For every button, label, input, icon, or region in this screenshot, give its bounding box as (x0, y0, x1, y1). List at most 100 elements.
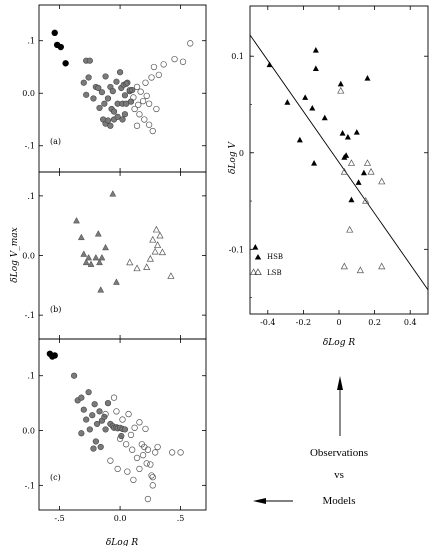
point-open-circle-2-10 (133, 454, 141, 462)
point-filled-grey-circle-1-35 (119, 116, 126, 123)
left-y-axis-title: δLog V_max (10, 227, 20, 282)
point-open-circle-2-4 (119, 416, 126, 423)
point-open-circle-2-17 (144, 446, 152, 453)
point-filled-grey-circle-1-1 (86, 57, 93, 64)
point-open-triangle-1-1 (340, 167, 348, 175)
panel-a-ticks: .1 0.0 -.1 (22, 5, 206, 172)
point-filled-grey-circle-1-23 (121, 426, 129, 433)
panel-a-label: (a) (50, 137, 61, 146)
point-open-triangle-1-0 (337, 86, 345, 94)
point-open-circle-2-24 (124, 468, 131, 475)
point-filled-grey-circle-1-12 (104, 95, 112, 102)
point-filled-grey-triangle-0-9 (97, 286, 105, 293)
panel-c-ticks: .1 0.0 -.1 -.5 0.0 .5 (22, 339, 206, 523)
panel-a: .1 0.0 -.1 (a) (22, 4, 207, 173)
point-open-circle-2-18 (147, 461, 154, 468)
point-open-circle-2-4 (135, 101, 142, 108)
point-filled-black-circle-0-2 (51, 352, 58, 359)
point-open-circle-2-22 (133, 122, 141, 129)
point-open-circle-2-10 (148, 74, 155, 81)
point-filled-grey-circle-1-32 (107, 122, 114, 129)
panel-c: .1 0.0 -.1 -.5 0.0 .5 (c) (22, 338, 207, 523)
point-filled-grey-circle-1-6 (86, 426, 93, 433)
point-filled-grey-circle-1-8 (91, 401, 98, 408)
point-filled-black-circle-0-2 (57, 43, 64, 51)
point-filled-black-circle-0-3 (62, 60, 69, 67)
point-filled-grey-circle-1-0 (70, 372, 78, 379)
point-open-circle-2-23 (155, 71, 162, 78)
point-open-triangle-1-10 (167, 272, 175, 279)
left-x-axis-title: δLog R (106, 538, 138, 546)
point-filled-grey-circle-1-23 (121, 92, 129, 99)
point-filled-black-triangle-0-18 (355, 179, 362, 185)
point-filled-grey-circle-1-25 (97, 443, 104, 451)
y-tick-label: -.1 (25, 481, 35, 490)
y-tick-label: 0.0 (22, 89, 35, 98)
point-filled-grey-circle-1-24 (90, 445, 97, 452)
point-open-circle-2-15 (145, 121, 153, 128)
point-open-circle-2-1 (110, 394, 118, 401)
panel-a-marks (51, 29, 194, 135)
point-filled-black-triangle-0-1 (312, 47, 319, 53)
point-open-circle-2-16 (143, 460, 150, 467)
panel-c-frame (38, 338, 207, 511)
point-filled-black-triangle-0-12 (344, 133, 351, 140)
point-filled-grey-triangle-0-8 (96, 258, 103, 266)
legend: HSB LSB (254, 253, 283, 277)
point-filled-grey-circle-1-3 (80, 406, 87, 413)
x-tick-label: -0.4 (260, 318, 275, 327)
panel-b-marks (73, 190, 175, 293)
point-filled-black-triangle-0-17 (360, 169, 367, 176)
panel-b-label: (b) (50, 305, 61, 314)
point-filled-grey-circle-1-2 (78, 394, 85, 401)
point-open-circle-2-3 (133, 83, 141, 91)
point-open-circle-2-2 (130, 94, 137, 101)
point-filled-black-triangle-0-11 (353, 129, 360, 135)
x-tick-label: 0.2 (368, 318, 381, 327)
point-open-circle-2-8 (129, 446, 136, 453)
point-open-circle-2-13 (139, 452, 147, 459)
point-filled-black-triangle-0-7 (296, 136, 303, 143)
point-filled-grey-circle-1-7 (95, 84, 102, 92)
point-filled-grey-circle-1-17 (113, 78, 120, 85)
point-open-circle-2-13 (136, 111, 143, 118)
point-filled-grey-triangle-0-4 (85, 253, 93, 261)
point-open-triangle-1-6 (362, 196, 370, 204)
point-filled-grey-triangle-0-6 (92, 253, 100, 261)
point-open-circle-2-5 (122, 441, 130, 448)
y-tick-label: -0.1 (229, 245, 244, 254)
point-filled-grey-circle-1-27 (127, 98, 135, 105)
point-open-circle-2-5 (137, 88, 144, 95)
point-open-circle-2-7 (142, 79, 149, 86)
point-filled-grey-triangle-0-7 (94, 230, 102, 237)
annotation: Observations vs Models (253, 376, 368, 507)
point-filled-grey-circle-1-10 (93, 420, 101, 428)
annotation-line-3: Models (323, 495, 356, 507)
panel-b-ticks: .1 0.0 -.1 (22, 172, 206, 339)
point-filled-grey-circle-1-11 (96, 408, 103, 415)
y-tick-label: -.1 (25, 311, 35, 320)
panel-right-fit (249, 34, 429, 291)
point-open-circle-2-20 (187, 40, 194, 47)
panel-c-label: (c) (50, 473, 61, 482)
point-open-circle-2-26 (136, 465, 143, 473)
point-open-circle-2-2 (113, 408, 120, 415)
point-filled-grey-circle-1-3 (83, 91, 90, 98)
annotation-line-2: vs (334, 469, 344, 481)
point-open-triangle-1-9 (158, 248, 167, 256)
point-open-circle-2-15 (142, 425, 149, 433)
point-open-circle-2-3 (116, 435, 124, 442)
point-open-triangle-1-11 (249, 268, 258, 276)
x-tick-label: 0 (336, 318, 341, 327)
point-open-circle-2-12 (131, 105, 138, 113)
point-open-circle-2-22 (107, 457, 114, 464)
point-filled-grey-circle-1-16 (110, 108, 118, 115)
point-open-triangle-1-3 (146, 254, 154, 262)
point-filled-grey-circle-1-10 (101, 100, 108, 107)
point-filled-black-triangle-0-3 (302, 94, 309, 100)
point-filled-black-triangle-0-6 (321, 114, 328, 121)
point-open-circle-2-14 (141, 116, 148, 123)
point-open-circle-2-19 (179, 58, 187, 65)
point-filled-grey-triangle-0-13 (113, 278, 120, 285)
point-filled-grey-triangle-0-2 (80, 250, 88, 257)
